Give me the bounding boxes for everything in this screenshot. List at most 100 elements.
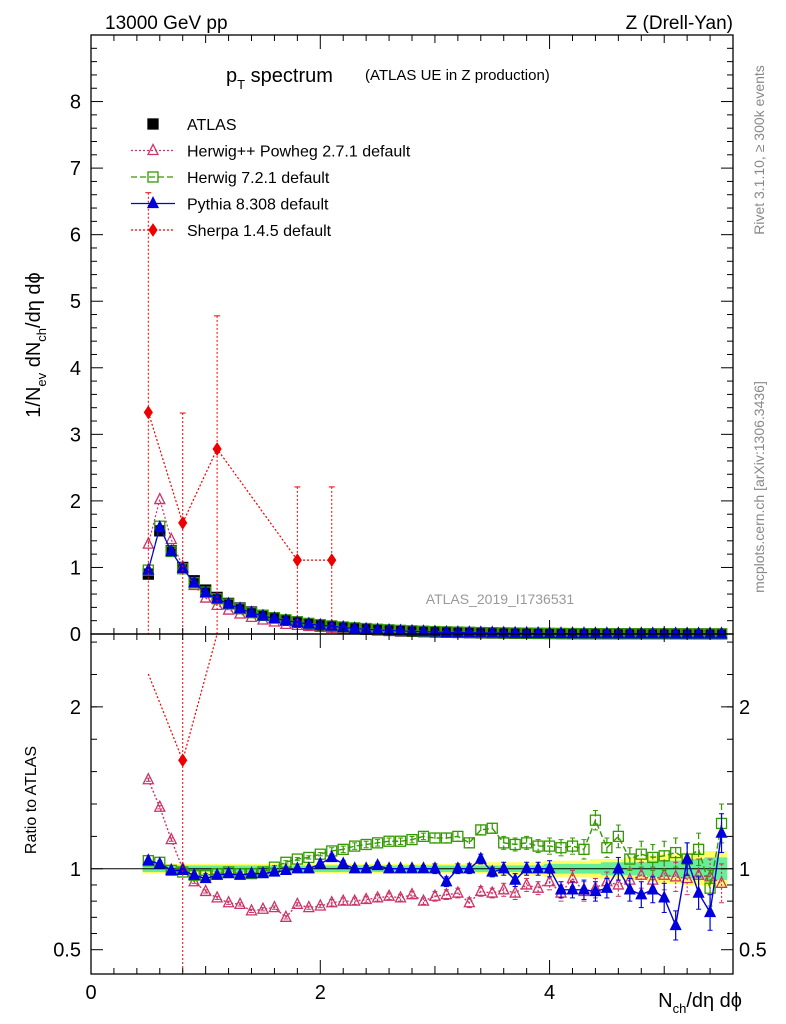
- main-y-tick-label: 4: [70, 358, 81, 380]
- ratio-data-point: [692, 843, 705, 855]
- main-data-point: [554, 626, 568, 639]
- ratio-data-point: [497, 861, 510, 874]
- main-series-line-3: [147, 525, 722, 635]
- ratio-data-point: [371, 858, 384, 871]
- ratio-data-point: [589, 814, 602, 826]
- ratio-data-point: [715, 875, 728, 888]
- main-data-point: [348, 621, 361, 634]
- main-data-point: [212, 442, 222, 456]
- legend-label: Herwig++ Powheg 2.7.1 default: [187, 144, 411, 161]
- ratio-plot-frame: [90, 633, 734, 975]
- ratio-data-point: [692, 885, 705, 898]
- main-y-tick-label: 5: [70, 291, 81, 313]
- mcplots-label: mcplots.cern.ch [arXiv:1306.3436]: [751, 381, 767, 593]
- ratio-data-point: [624, 853, 636, 865]
- main-data-point: [178, 515, 188, 530]
- main-y-tick-label: 1: [70, 557, 81, 579]
- main-data-point: [577, 626, 591, 639]
- main-data-point: [165, 532, 178, 545]
- ratio-data-point: [165, 832, 178, 845]
- ratio-data-point: [325, 849, 338, 863]
- ratio-data-point: [658, 867, 671, 880]
- ratio-data-point: [349, 840, 361, 852]
- ratio-y-tick-label: 2: [739, 697, 750, 719]
- analysis-watermark: ATLAS_2019_I1736531: [426, 591, 575, 607]
- ratio-data-point: [348, 893, 361, 906]
- ratio-data-point: [486, 864, 499, 877]
- ratio-data-point: [646, 882, 659, 895]
- ratio-data-point: [256, 866, 270, 879]
- ratio-data-point: [486, 822, 498, 834]
- main-data-point: [417, 624, 430, 637]
- main-data-point: [509, 625, 522, 638]
- ratio-data-point: [451, 861, 464, 874]
- ratio-data-point: [554, 882, 568, 895]
- ratio-data-point: [406, 833, 418, 846]
- ratio-y-tick-label: 1: [70, 859, 81, 881]
- ratio-data-point: [532, 840, 544, 852]
- ratio-data-point: [647, 851, 659, 864]
- ratio-data-point: [222, 895, 235, 908]
- main-y-tick-label: 3: [70, 424, 81, 446]
- legend: ATLAS Herwig++ Powheg 2.7.1 default Herwig…: [131, 117, 411, 240]
- ratio-data-point: [199, 883, 212, 897]
- main-series-line-4: [147, 412, 332, 561]
- ratio-data-point: [302, 861, 315, 874]
- ratio-data-point: [463, 895, 476, 908]
- ratio-data-point: [245, 866, 258, 879]
- ratio-data-point: [451, 885, 464, 898]
- ratio-y-tick-label: 2: [70, 697, 81, 719]
- ratio-data-point: [337, 856, 350, 869]
- ratio-data-point: [532, 861, 545, 874]
- ratio-data-point: [520, 861, 533, 874]
- ratio-y-axis-label: Ratio to ATLAS: [23, 746, 40, 854]
- main-y-tick-label: 7: [70, 158, 81, 180]
- ratio-data-point: [245, 903, 258, 916]
- rivet-version-label: Rivet 3.1.10, ≥ 300k events: [751, 65, 767, 235]
- main-data-point: [153, 520, 166, 533]
- ratio-data-point: [669, 869, 682, 882]
- ratio-data-point: [612, 861, 625, 874]
- ratio-data-point: [474, 851, 487, 864]
- chart-title: pT spectrum: [226, 65, 333, 92]
- main-y-tick-label: 8: [70, 92, 81, 114]
- legend-label: Sherpa 1.4.5 default: [187, 223, 332, 240]
- main-data-point: [188, 575, 201, 588]
- ratio-series-line-3: [147, 633, 218, 763]
- legend-marker: [147, 118, 159, 130]
- ratio-data-point: [268, 864, 281, 877]
- main-y-tick-label: 0: [70, 624, 81, 646]
- ratio-data-point: [211, 867, 224, 880]
- ratio-data-point: [612, 830, 625, 843]
- ratio-data-point: [337, 893, 350, 906]
- ratio-data-point: [463, 837, 475, 849]
- ratio-data-point: [417, 861, 430, 874]
- ratio-data-point: [520, 837, 533, 849]
- ratio-data-point: [440, 874, 453, 887]
- axes-layer: 0 1 2 3 4 5 6 7 8 0 2 4 0.5 0.5 1 1 2 2: [53, 34, 767, 1004]
- ratio-data-point: [360, 838, 372, 851]
- ratio-y-tick-label: 0.5: [739, 940, 767, 962]
- main-data-point: [327, 553, 337, 568]
- ratio-data-point: [337, 843, 349, 855]
- legend-marker: [147, 171, 159, 183]
- ratio-data-point: [704, 882, 716, 894]
- ratio-data-point: [475, 824, 487, 836]
- main-data-point: [233, 601, 247, 614]
- ratio-data-point: [600, 880, 613, 893]
- ratio-data-point: [429, 832, 441, 844]
- main-data-point: [279, 613, 292, 626]
- ratio-data-point: [394, 890, 407, 903]
- ratio-data-point: [417, 830, 430, 843]
- ratio-data-point: [233, 896, 247, 910]
- ratio-data-point: [681, 851, 694, 864]
- ratio-data-point: [498, 837, 510, 849]
- ratio-data-point: [589, 883, 602, 897]
- main-data-point: [268, 610, 281, 624]
- ratio-data-point: [486, 885, 499, 898]
- ratio-data-point: [509, 885, 522, 898]
- ratio-data-point: [314, 898, 327, 911]
- main-data-point: [715, 626, 728, 639]
- ratio-data-point: [199, 871, 212, 884]
- main-y-tick-label: 6: [70, 225, 81, 247]
